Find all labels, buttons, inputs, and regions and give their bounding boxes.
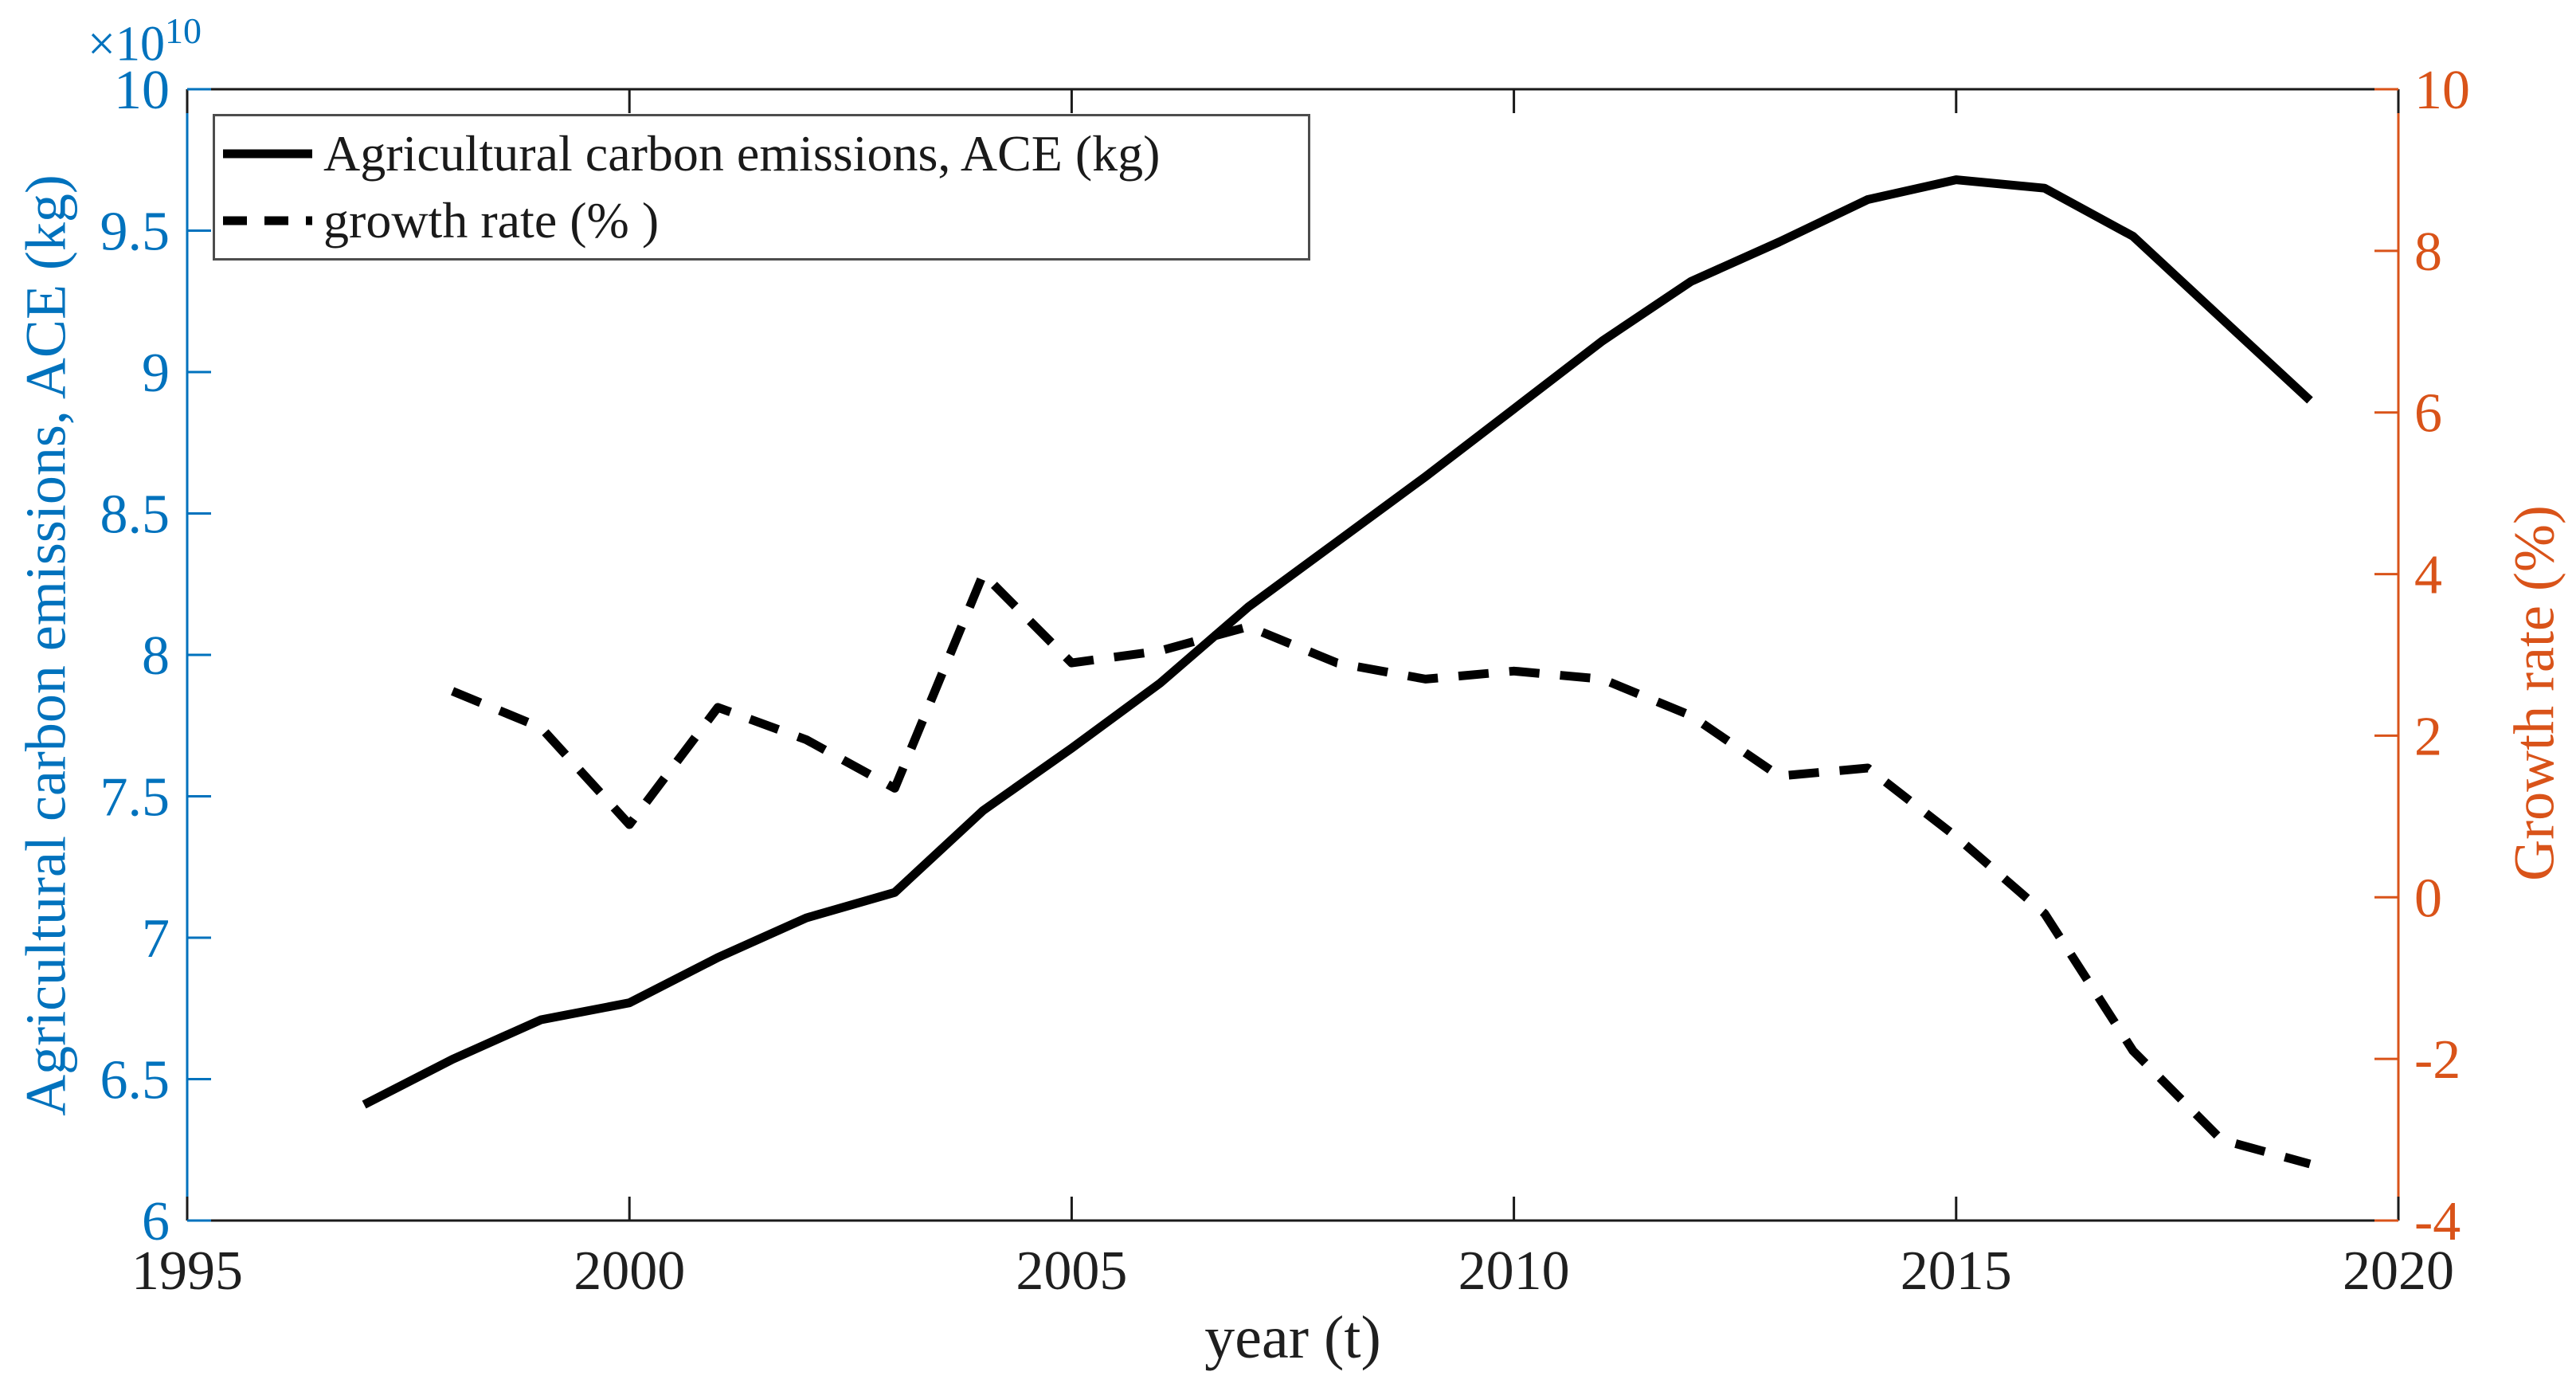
left-y-tick-label: 7.5 [100, 767, 170, 829]
right-y-tick-label: 6 [2414, 383, 2442, 445]
left-y-tick-label: 9.5 [100, 202, 170, 263]
right-y-tick-label: 10 [2414, 60, 2470, 121]
legend-label-growth-rate: growth rate (% ) [323, 191, 660, 249]
x-tick-label: 2000 [574, 1240, 685, 1302]
growth-rate-line [451, 570, 2312, 1169]
legend-label-ace: Agricultural carbon emissions, ACE (kg) [323, 125, 1161, 182]
right-y-tick-label: 0 [2414, 868, 2442, 929]
x-tick-label: 1995 [131, 1240, 243, 1302]
ace-line [362, 175, 2313, 1109]
right-y-axis-label: Growth rate (%) [2502, 505, 2566, 881]
x-tick-label: 2020 [2343, 1240, 2454, 1302]
multiplier-base: ×10 [88, 17, 165, 72]
left-y-tick-label: 10 [114, 60, 170, 121]
left-y-axis-label: Agricultural carbon emissions, ACE (kg) [14, 174, 78, 1116]
left-axis-multiplier: ×1010 [88, 13, 202, 69]
x-tick-label: 2010 [1458, 1240, 1570, 1302]
legend-item-growth-rate: growth rate (% ) [223, 189, 1300, 253]
left-y-tick-label: 6 [142, 1191, 170, 1252]
left-y-tick-label: 7 [142, 908, 170, 970]
left-y-tick-label: 6.5 [100, 1050, 170, 1111]
legend-item-ace: Agricultural carbon emissions, ACE (kg) [223, 122, 1300, 186]
right-y-tick-label: 2 [2414, 706, 2442, 767]
legend: Agricultural carbon emissions, ACE (kg) … [213, 114, 1310, 261]
legend-solid-line-sample [223, 149, 312, 159]
right-y-tick-label: -2 [2414, 1029, 2461, 1091]
left-y-tick-label: 9 [142, 343, 170, 404]
multiplier-exponent: 10 [164, 10, 202, 51]
x-tick-label: 2015 [1901, 1240, 2012, 1302]
x-axis-label: year (t) [1204, 1304, 1381, 1371]
right-y-tick-label: -4 [2414, 1191, 2461, 1252]
legend-dashed-line-sample [223, 216, 312, 225]
right-y-tick-label: 4 [2414, 545, 2442, 606]
right-y-tick-label: 8 [2414, 221, 2442, 283]
x-tick-label: 2005 [1016, 1240, 1127, 1302]
left-y-tick-label: 8 [142, 625, 170, 687]
left-y-tick-label: 8.5 [100, 484, 170, 546]
